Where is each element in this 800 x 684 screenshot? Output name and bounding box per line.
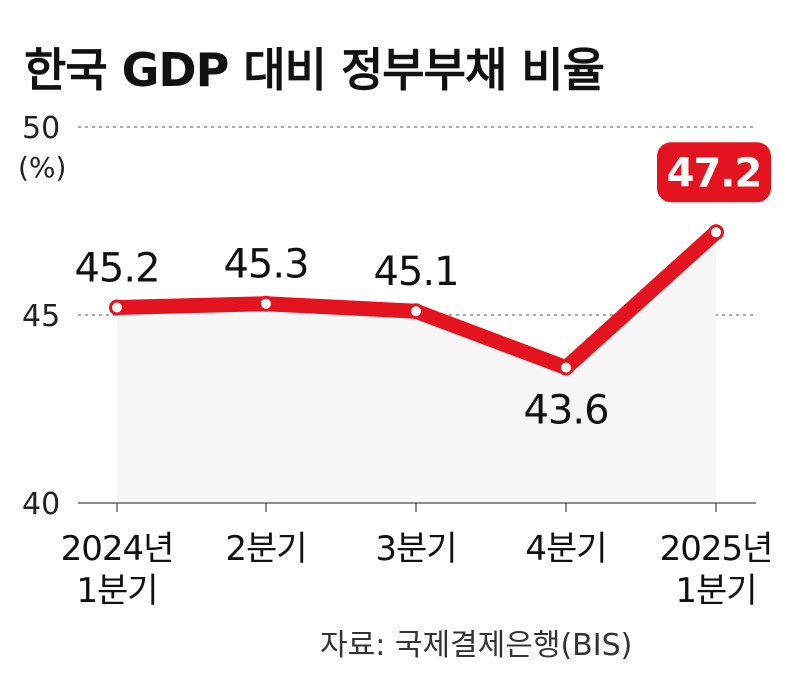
- area-fill: [117, 232, 716, 503]
- y-tick-label-45: 45: [22, 299, 60, 334]
- data-label-1: 45.3: [223, 242, 308, 288]
- y-tick-label-40: 40: [22, 487, 60, 522]
- label-layer: 45.2 45.3 45.1 43.6 47.2: [74, 142, 771, 434]
- x-tick-label-0-0: 2024년: [61, 529, 174, 569]
- data-label-0: 45.2: [74, 245, 159, 291]
- line-layer: [109, 224, 724, 376]
- y-unit-label: (%): [18, 151, 66, 184]
- data-label-3: 43.6: [523, 388, 608, 434]
- data-label-4: 47.2: [667, 150, 762, 196]
- x-tick-label-4-1: 1분기: [675, 571, 756, 611]
- highlight-badge: [657, 142, 771, 203]
- data-point-4: [708, 224, 724, 241]
- x-tick-label-1-0: 2분기: [225, 529, 306, 569]
- data-point-2: [408, 303, 424, 320]
- area-layer: [117, 232, 716, 503]
- data-label-2: 45.1: [373, 249, 458, 295]
- source-note: 자료: 국제결제은행(BIS): [320, 628, 633, 663]
- y-tick-label-50: 50: [22, 111, 60, 146]
- data-point-1: [258, 295, 274, 312]
- chart-title: 한국 GDP 대비 정부부채 비율: [24, 43, 605, 97]
- data-point-3: [558, 359, 574, 376]
- x-tick-label-3-0: 4분기: [525, 529, 606, 569]
- x-tick-label-0-1: 1분기: [76, 571, 157, 611]
- data-point-0: [109, 299, 125, 316]
- x-tick-label-4-0: 2025년: [660, 529, 773, 569]
- x-tick-label-2-0: 3분기: [375, 529, 456, 569]
